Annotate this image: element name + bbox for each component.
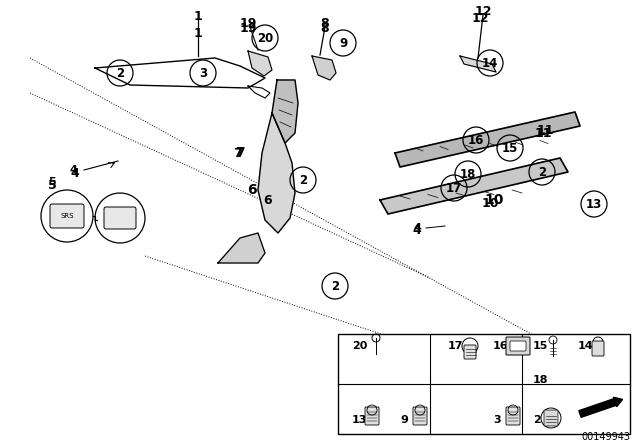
Text: 19: 19 (239, 17, 257, 30)
Text: 2: 2 (299, 173, 307, 186)
FancyBboxPatch shape (50, 204, 84, 228)
Text: 20: 20 (352, 341, 367, 351)
Text: 1: 1 (194, 9, 202, 22)
Text: 4: 4 (70, 167, 79, 180)
Text: 5: 5 (47, 178, 56, 191)
Text: 4: 4 (413, 223, 421, 233)
Text: 4: 4 (69, 165, 77, 175)
Text: 11: 11 (536, 124, 554, 137)
Text: 15: 15 (502, 142, 518, 155)
Text: 19: 19 (239, 22, 257, 34)
Text: 6: 6 (264, 194, 272, 207)
Text: 7: 7 (234, 146, 243, 159)
Text: 16: 16 (468, 134, 484, 146)
Text: 5: 5 (48, 177, 56, 187)
Text: 10: 10 (484, 193, 504, 207)
Text: 16: 16 (493, 341, 509, 351)
Text: 12: 12 (471, 12, 489, 25)
Text: 18: 18 (533, 375, 548, 385)
Polygon shape (218, 233, 265, 263)
Text: 15: 15 (533, 341, 548, 351)
Polygon shape (272, 80, 298, 143)
Text: 8: 8 (321, 22, 330, 34)
Polygon shape (258, 113, 295, 233)
Text: 3: 3 (493, 415, 500, 425)
FancyBboxPatch shape (544, 410, 558, 426)
Text: 17: 17 (448, 341, 463, 351)
Text: 00149943: 00149943 (581, 432, 630, 442)
Polygon shape (395, 112, 580, 167)
Bar (338, 334, 630, 434)
Text: 9: 9 (400, 415, 408, 425)
Polygon shape (312, 56, 336, 80)
FancyBboxPatch shape (413, 407, 427, 425)
Text: 13: 13 (352, 415, 367, 425)
Text: 18: 18 (460, 168, 476, 181)
Text: 2: 2 (533, 415, 541, 425)
Text: 20: 20 (257, 31, 273, 44)
Text: 6: 6 (247, 183, 257, 197)
Text: 7: 7 (235, 146, 245, 160)
Text: SRS: SRS (60, 213, 74, 219)
Text: 9: 9 (339, 36, 347, 49)
FancyBboxPatch shape (365, 407, 379, 425)
Text: 1: 1 (194, 26, 202, 39)
Text: 2: 2 (538, 165, 546, 178)
FancyBboxPatch shape (510, 341, 526, 351)
Text: 14: 14 (482, 56, 498, 69)
FancyBboxPatch shape (506, 407, 520, 425)
Text: 3: 3 (199, 66, 207, 79)
Text: 13: 13 (586, 198, 602, 211)
FancyArrow shape (579, 397, 623, 417)
Text: 10: 10 (481, 197, 499, 210)
Text: 14: 14 (578, 341, 594, 351)
Text: 4: 4 (413, 224, 421, 237)
Polygon shape (95, 58, 265, 88)
FancyBboxPatch shape (592, 341, 604, 356)
Polygon shape (380, 158, 568, 214)
FancyBboxPatch shape (506, 337, 530, 355)
FancyBboxPatch shape (104, 207, 136, 229)
Text: 12: 12 (474, 4, 492, 17)
Text: 11: 11 (534, 126, 552, 139)
Text: 2: 2 (116, 66, 124, 79)
Text: 8: 8 (321, 17, 330, 30)
Text: 17: 17 (446, 181, 462, 194)
Text: 2: 2 (331, 280, 339, 293)
FancyBboxPatch shape (464, 345, 476, 359)
Polygon shape (460, 56, 496, 72)
Polygon shape (248, 51, 272, 76)
